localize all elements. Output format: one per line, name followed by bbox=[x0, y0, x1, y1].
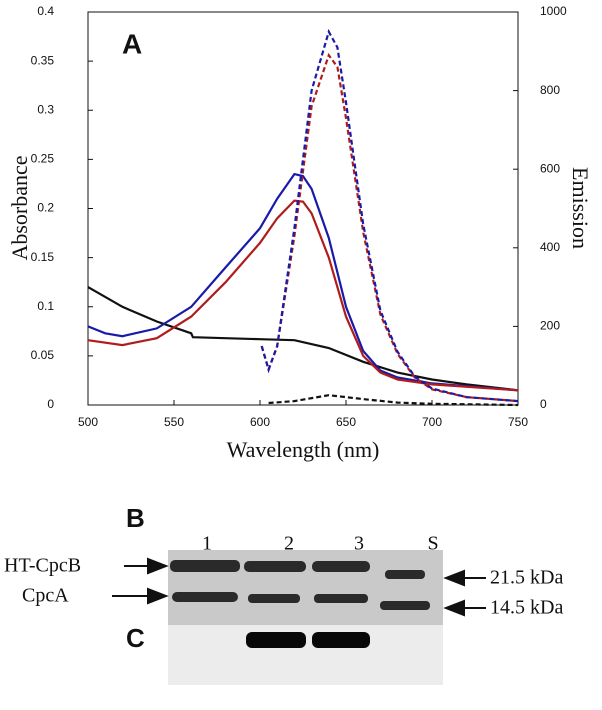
band-label: HT-CpcB bbox=[4, 555, 81, 577]
x-tick-label: 600 bbox=[250, 415, 270, 429]
y-axis-label: Absorbance bbox=[7, 155, 32, 260]
y-tick-label: 0.4 bbox=[37, 4, 54, 18]
y-tick-label: 0.15 bbox=[31, 250, 55, 264]
band bbox=[246, 632, 306, 648]
band bbox=[170, 560, 240, 572]
y2-axis-label: Emission bbox=[568, 167, 593, 249]
band bbox=[248, 594, 300, 603]
y-tick-label: 0.05 bbox=[31, 348, 55, 362]
lane-label: 2 bbox=[284, 533, 294, 555]
y-tick-label: 0.35 bbox=[31, 53, 55, 67]
y2-tick-label: 0 bbox=[540, 397, 547, 411]
band-label: CpcA bbox=[22, 585, 69, 607]
gel-c bbox=[168, 625, 443, 685]
emission-line bbox=[260, 52, 519, 403]
x-tick-label: 550 bbox=[164, 415, 184, 429]
band bbox=[314, 594, 368, 603]
y2-tick-label: 200 bbox=[540, 319, 560, 333]
y2-tick-label: 1000 bbox=[540, 4, 567, 18]
band-label: 21.5 kDa bbox=[490, 567, 563, 589]
band bbox=[380, 601, 430, 610]
plot-frame bbox=[87, 11, 519, 406]
band-label: 14.5 kDa bbox=[490, 597, 563, 619]
lane-label: 1 bbox=[202, 533, 212, 555]
y2-tick-label: 800 bbox=[540, 83, 560, 97]
y-tick-label: 0.3 bbox=[37, 102, 54, 116]
absorbance-line bbox=[87, 199, 519, 392]
y2-tick-label: 400 bbox=[540, 240, 560, 254]
absorbance-line bbox=[87, 172, 519, 392]
emission-line bbox=[268, 394, 519, 407]
y-tick-label: 0.1 bbox=[37, 299, 54, 313]
band bbox=[312, 632, 370, 648]
absorbance-line bbox=[87, 286, 519, 392]
lane-label: S bbox=[427, 533, 438, 555]
x-tick-label: 700 bbox=[422, 415, 442, 429]
y-tick-label: 0 bbox=[47, 397, 54, 411]
x-tick-label: 650 bbox=[336, 415, 356, 429]
lane-label: 3 bbox=[354, 533, 364, 555]
gel bbox=[112, 550, 486, 685]
panel-label: B bbox=[126, 503, 145, 533]
y-tick-label: 0.25 bbox=[31, 152, 55, 166]
band bbox=[312, 561, 370, 572]
x-tick-label: 750 bbox=[508, 415, 528, 429]
y-tick-label: 0.2 bbox=[37, 201, 54, 215]
emission-line bbox=[260, 28, 519, 403]
x-tick-label: 500 bbox=[78, 415, 98, 429]
x-axis-label: Wavelength (nm) bbox=[227, 437, 380, 462]
panel-label: A bbox=[122, 28, 142, 59]
band bbox=[244, 561, 306, 572]
band bbox=[172, 592, 238, 602]
y2-tick-label: 600 bbox=[540, 161, 560, 175]
panel-label: C bbox=[126, 623, 145, 653]
band bbox=[385, 570, 425, 579]
